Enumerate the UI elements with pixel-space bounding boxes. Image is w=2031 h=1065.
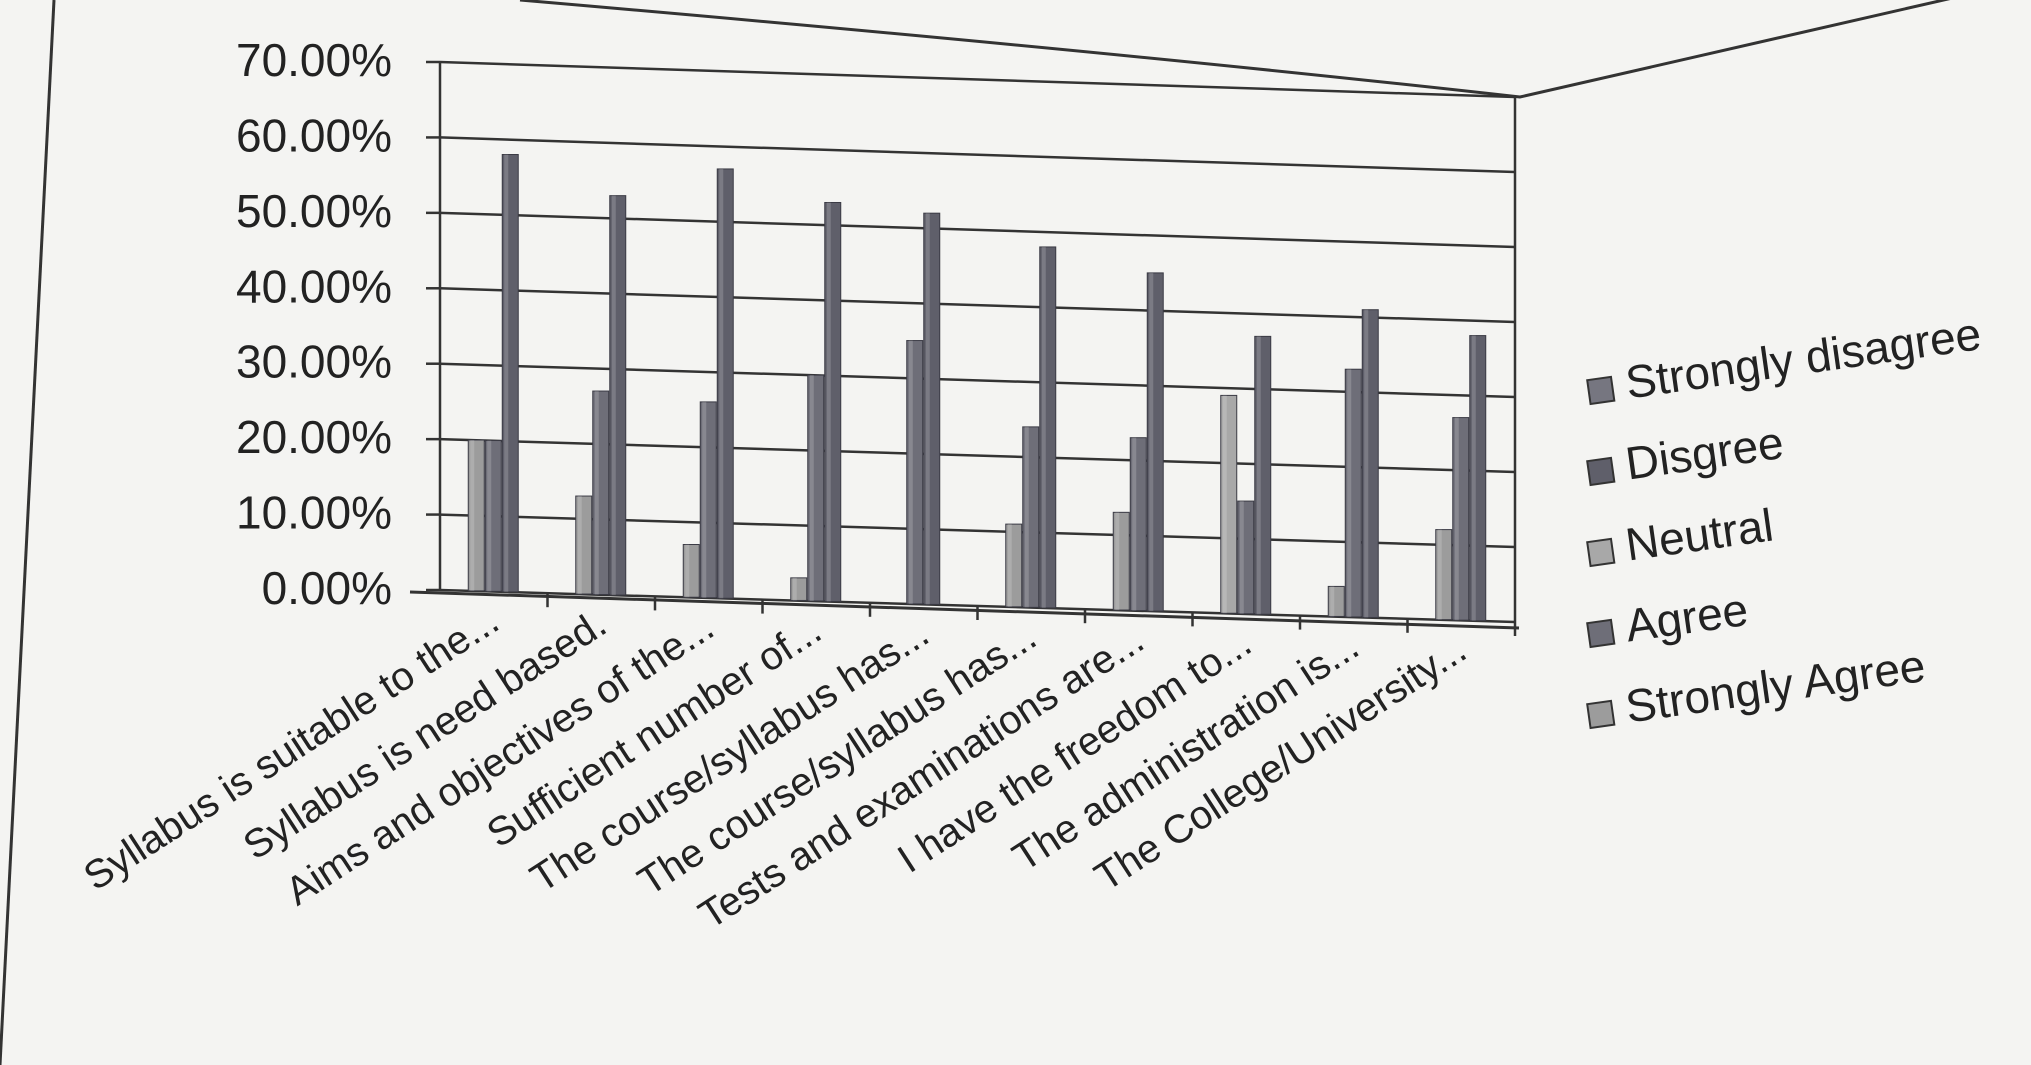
bar [824, 201, 842, 602]
bar [790, 577, 808, 601]
bar [1361, 309, 1379, 618]
bar-highlight [611, 195, 616, 596]
bar-highlight [1347, 369, 1352, 617]
bar [1112, 511, 1130, 611]
bar-highlight [1132, 437, 1137, 611]
y-tick-label: 0.00% [262, 562, 392, 614]
bar-highlight [594, 391, 599, 595]
bar-highlight [719, 168, 724, 599]
paper-edge-top [519, 0, 1951, 99]
chart-axes [409, 62, 1520, 630]
bar-highlight [1115, 512, 1120, 611]
bar-highlight [1007, 524, 1012, 607]
gridline [439, 211, 1516, 249]
bar [923, 212, 941, 605]
y-tick-label: 20.00% [236, 411, 392, 463]
bar [1237, 500, 1255, 615]
bar [716, 168, 734, 599]
legend-label: Strongly disagree [1622, 307, 1984, 408]
bar [1129, 437, 1147, 612]
legend-swatch [1586, 699, 1616, 730]
bar-highlight [1364, 309, 1369, 618]
bar-highlight [908, 340, 913, 604]
bar-highlight [1024, 426, 1029, 608]
y-tick-label: 30.00% [236, 336, 392, 388]
bar-highlight [1149, 272, 1154, 612]
bar [484, 440, 502, 592]
gridline [439, 136, 1516, 174]
bar [1146, 272, 1164, 612]
y-tick-label: 60.00% [236, 109, 392, 161]
bar-highlight [1041, 246, 1046, 608]
bars [467, 154, 1487, 622]
bar-highlight [470, 440, 475, 591]
bar [467, 439, 485, 592]
bar-highlight [1239, 501, 1244, 614]
gridline [439, 287, 1516, 324]
legend-swatch [1586, 375, 1616, 406]
bar-highlight [1471, 335, 1476, 621]
y-tick-label: 70.00% [236, 34, 392, 86]
bar [807, 374, 825, 602]
legend-label: Strongly Agree [1622, 639, 1928, 732]
legend-swatch [1586, 618, 1616, 649]
x-axis [409, 590, 1520, 630]
bar-highlight [809, 375, 814, 601]
bar [1327, 585, 1345, 617]
bar [575, 495, 593, 595]
bar-highlight [1330, 586, 1335, 617]
bar [501, 154, 519, 593]
bar [1435, 529, 1453, 621]
legend: Strongly disagree Disgree Neutral AgreeStro… [1586, 307, 1984, 733]
bar-highlight [1454, 417, 1459, 621]
bar [906, 340, 924, 605]
bar-highlight [1437, 529, 1442, 620]
bar [592, 390, 610, 596]
y-tick-label: 50.00% [236, 185, 392, 237]
bar [682, 544, 700, 598]
bar-highlight [792, 577, 797, 601]
bar [1469, 335, 1487, 622]
gridline [439, 60, 1516, 99]
legend-label: Neutral [1622, 498, 1776, 570]
bar [1005, 523, 1023, 608]
y-tick-label: 10.00% [236, 487, 392, 539]
x-axis-ticks: Syllabus is suitable to the...Syllabus i… [76, 593, 1517, 938]
bar [1254, 335, 1272, 615]
bar-highlight [702, 401, 707, 598]
bar [699, 401, 717, 599]
bar [1344, 368, 1362, 618]
bar-highlight [577, 496, 582, 595]
bar-highlight [504, 154, 509, 592]
bar-highlight [487, 440, 492, 592]
bar [1452, 417, 1470, 621]
bar-highlight [685, 544, 690, 598]
bar [609, 195, 627, 596]
paper-edge-left [0, 0, 56, 1065]
bar [1022, 426, 1040, 608]
y-axis-ticks: 0.00% 10.00% 20.00% 30.00% 40.00% 50.00% 60.00… [236, 34, 440, 614]
bar [1039, 246, 1057, 609]
bar-highlight [925, 213, 930, 605]
bar-highlight [826, 202, 831, 602]
legend-swatch [1586, 537, 1616, 568]
bar [1220, 394, 1238, 614]
legend-swatch [1586, 456, 1616, 487]
bar-highlight [1222, 395, 1227, 614]
bar-highlight [1256, 336, 1261, 615]
legend-label: Agree [1622, 583, 1751, 652]
y-tick-label: 40.00% [236, 260, 392, 312]
legend-label: Disgree [1622, 416, 1786, 490]
